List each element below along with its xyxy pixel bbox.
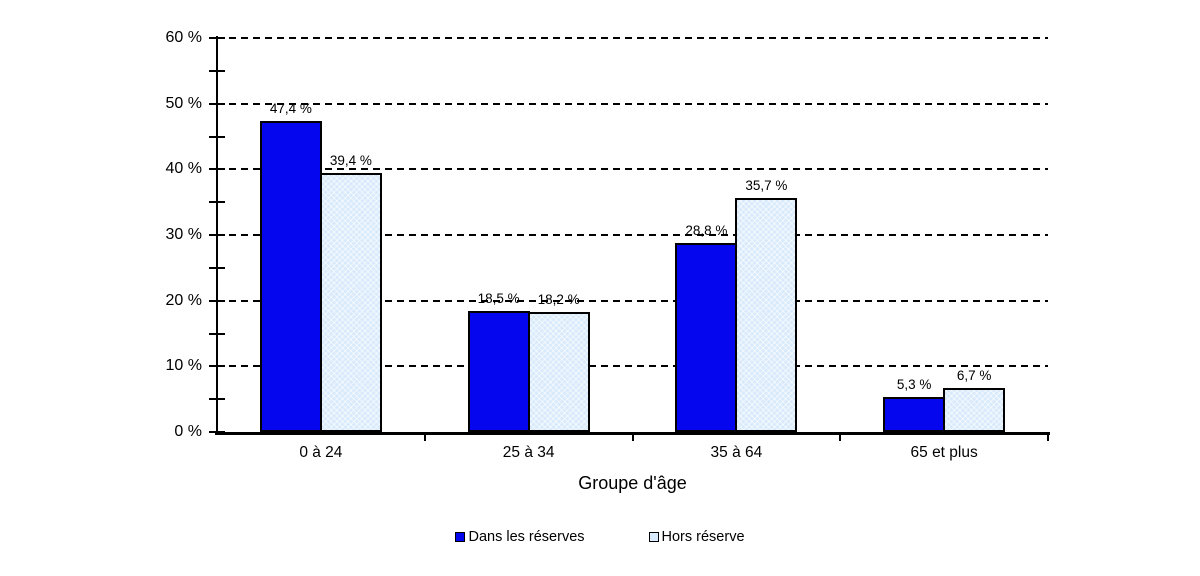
gridline-20: [217, 299, 1048, 302]
legend-swatch-icon: [648, 532, 659, 542]
x-axis-line: [215, 432, 1050, 435]
legend-label: Dans les réserves: [468, 529, 585, 545]
y-tick-label: 50 %: [165, 94, 202, 112]
bar-value-label: 47,4 %: [269, 100, 312, 116]
y-tick-label: 40 %: [165, 160, 202, 178]
y-tick: [209, 168, 225, 171]
gridline-10: [217, 365, 1048, 368]
y-tick: [209, 135, 225, 138]
y-tick: [209, 102, 225, 105]
x-tick: [1047, 435, 1049, 441]
bar-value-label: 28,8 %: [685, 222, 728, 238]
y-tick: [209, 332, 225, 335]
bar-value-label: 35,7 %: [745, 177, 788, 193]
y-tick: [209, 365, 225, 368]
bar-dans-les-reserves-3: [675, 242, 738, 432]
legend-swatch-icon: [455, 532, 466, 542]
y-tick-label: 20 %: [165, 291, 202, 309]
y-tick-label: 30 %: [165, 226, 202, 243]
x-category-label: 25 à 34: [502, 444, 555, 461]
y-tick: [209, 266, 225, 269]
legend-item-hors-reserve: Hors réserve: [648, 529, 745, 545]
bar-hors-reserve-3: [735, 197, 798, 432]
bar-value-label: 18,5 %: [477, 290, 520, 306]
y-tick: [209, 201, 225, 204]
bar-hors-reserve-4: [943, 388, 1006, 432]
y-tick: [209, 234, 225, 236]
bar-value-label: 6,7 %: [956, 368, 992, 383]
x-tick: [423, 435, 426, 441]
x-tick: [839, 435, 842, 441]
bar-hors-reserve-1: [319, 173, 382, 432]
x-category-label: 0 à 24: [299, 444, 343, 461]
bar-dans-les-reserves-4: [883, 397, 946, 432]
x-category-label: 35 à 64: [710, 444, 763, 461]
y-tick-label: 10 %: [165, 357, 202, 375]
x-tick: [631, 435, 634, 441]
bar-dans-les-reserves-1: [259, 120, 322, 432]
bar-value-label: 5,3 %: [896, 377, 932, 393]
gridline-30: [217, 234, 1048, 236]
gridline-60: [217, 37, 1048, 39]
x-axis-title: Groupe d'âge: [578, 473, 687, 493]
legend: Dans les réserves Hors réserve: [0, 529, 1200, 545]
bar-value-label: 39,4 %: [329, 153, 372, 169]
y-tick: [209, 69, 225, 72]
bar-hors-reserve-2: [527, 312, 590, 432]
y-tick: [209, 299, 225, 302]
gridline-50: [217, 102, 1048, 105]
y-tick: [209, 398, 225, 401]
y-tick-label: 0 %: [174, 423, 202, 440]
bar-value-label: 18,2 %: [537, 292, 580, 308]
gridline-40: [217, 168, 1048, 171]
legend-label: Hors réserve: [661, 529, 745, 545]
x-category-label: 65 et plus: [910, 444, 978, 461]
legend-item-dans-les-reserves: Dans les réserves: [455, 529, 585, 545]
bar-dans-les-reserves-2: [467, 310, 530, 432]
y-tick: [209, 37, 225, 39]
y-tick-label: 60 %: [165, 29, 202, 46]
